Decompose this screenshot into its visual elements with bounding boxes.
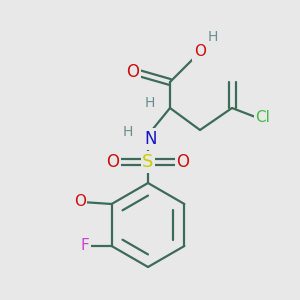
Text: Cl: Cl	[256, 110, 270, 125]
Text: H: H	[208, 30, 218, 44]
Text: S: S	[142, 153, 154, 171]
Text: N: N	[145, 130, 157, 148]
Text: F: F	[80, 238, 89, 253]
Text: O: O	[176, 153, 190, 171]
Text: H: H	[145, 96, 155, 110]
Text: O: O	[127, 63, 140, 81]
Text: O: O	[106, 153, 119, 171]
Text: O: O	[194, 44, 206, 59]
Text: H: H	[123, 125, 133, 139]
Text: O: O	[74, 194, 86, 209]
